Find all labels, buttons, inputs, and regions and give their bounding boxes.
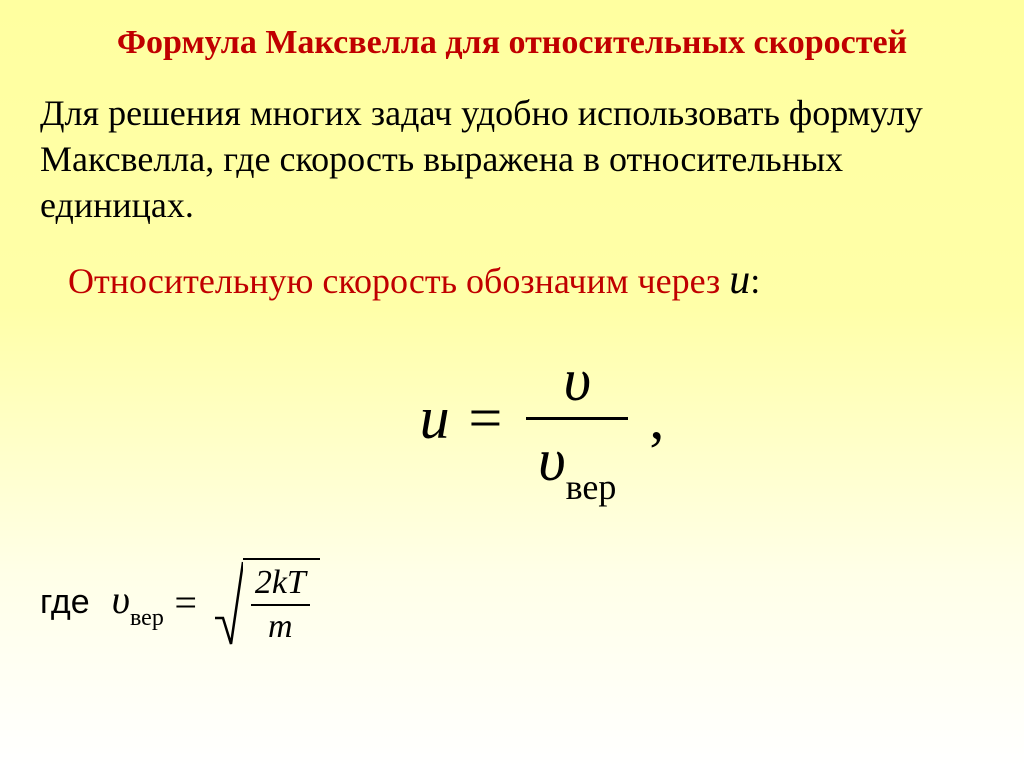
sqrt-denominator: m (251, 604, 310, 646)
definition-prefix: Относительную скорость обозначим через (68, 261, 729, 301)
small-equation: υвер = 2kT m (112, 558, 320, 646)
small-eq-subscript: вер (130, 605, 164, 631)
small-eq-symbol: υ (112, 577, 130, 622)
eq-den-symbol: υ (538, 427, 566, 493)
sqrt-fraction: 2kT m (251, 564, 310, 646)
eq-fraction: υ υвер (526, 346, 628, 502)
where-row: где υвер = 2kT m (40, 558, 984, 646)
sqrt-expression: 2kT m (213, 558, 320, 646)
sqrt-body: 2kT m (243, 558, 320, 646)
sqrt-radical-icon (213, 560, 243, 646)
sqrt-numerator: 2kT (251, 564, 310, 604)
intro-paragraph: Для решения многих задач удобно использо… (40, 90, 984, 228)
eq-lhs: u (420, 385, 450, 451)
slide: Формула Максвелла для относительных скор… (0, 0, 1024, 767)
eq-numerator: υ (526, 346, 628, 417)
small-eq-lhs: υвер (112, 576, 164, 629)
definition-line: Относительную скорость обозначим через u… (40, 256, 984, 304)
main-equation: u = υ υвер , (40, 346, 984, 502)
small-eq-equals: = (172, 579, 199, 626)
eq-equals: = (465, 385, 521, 451)
where-label: где (40, 583, 90, 622)
eq-den-subscript: вер (566, 467, 617, 507)
definition-variable: u (729, 257, 750, 303)
definition-suffix: : (750, 261, 760, 301)
eq-denominator: υвер (526, 417, 628, 502)
eq-trailing-comma: , (649, 385, 664, 451)
slide-title: Формула Максвелла для относительных скор… (40, 24, 984, 62)
